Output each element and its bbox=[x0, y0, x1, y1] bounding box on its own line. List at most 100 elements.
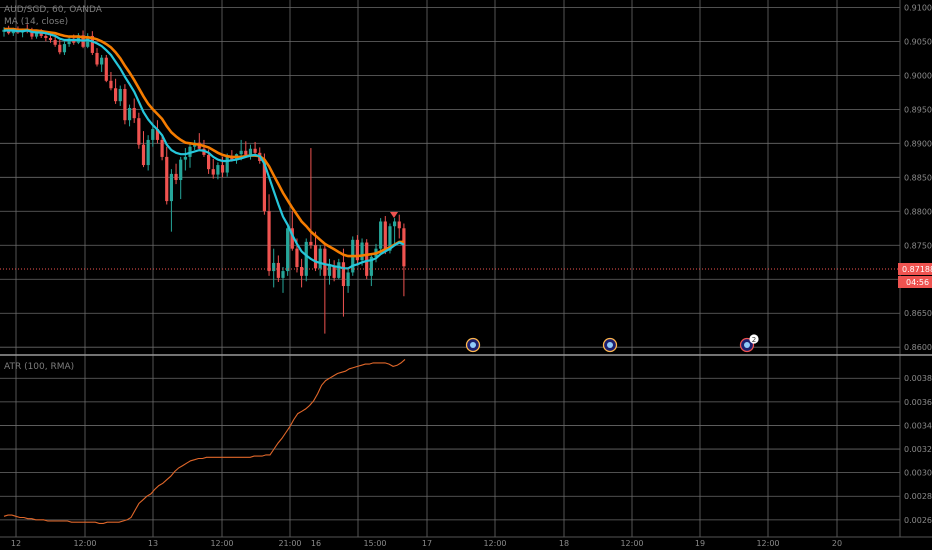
candle-body bbox=[281, 271, 285, 278]
candle-body bbox=[165, 156, 169, 202]
time-tick-label: 12:00 bbox=[210, 539, 233, 548]
candle-body bbox=[137, 118, 141, 145]
candle-body bbox=[230, 156, 234, 161]
candle-body bbox=[402, 228, 406, 267]
time-tick-label: 17 bbox=[422, 539, 432, 548]
candle-body bbox=[39, 32, 43, 36]
candle-body bbox=[127, 107, 132, 121]
economic-event-icon[interactable] bbox=[602, 337, 618, 353]
candle-body bbox=[397, 221, 401, 229]
candle-body bbox=[95, 52, 99, 65]
candle-body bbox=[67, 38, 71, 45]
candle-body bbox=[220, 165, 225, 173]
candle-body bbox=[146, 139, 150, 166]
time-tick-label: 19 bbox=[695, 539, 705, 548]
time-tick-label: 20 bbox=[832, 539, 842, 548]
time-axis[interactable]: 12 12:00 13 12:00 21:00 16 15:00 17 12:00 18 12:00… bbox=[11, 539, 842, 548]
candle-body bbox=[151, 129, 155, 140]
atr-legend[interactable]: ATR (100, RMA) bbox=[4, 362, 74, 372]
candle-body bbox=[318, 248, 322, 269]
time-tick-label: 13 bbox=[148, 539, 158, 548]
price-tag-countdown: 04:56 bbox=[906, 278, 929, 287]
time-tick-label: 18 bbox=[559, 539, 569, 548]
candle-body bbox=[309, 241, 313, 246]
candle-body bbox=[114, 88, 118, 102]
time-tick-label: 12:00 bbox=[620, 539, 643, 548]
candle-body bbox=[123, 88, 127, 121]
candle-body bbox=[100, 57, 104, 65]
candle-body bbox=[267, 211, 271, 272]
price-tag-value: 0.87188 bbox=[902, 265, 932, 274]
candle-body bbox=[360, 242, 364, 261]
candle-body bbox=[379, 221, 383, 249]
candle-body bbox=[30, 31, 34, 37]
candle-body bbox=[11, 30, 15, 34]
candle-body bbox=[104, 57, 108, 81]
time-tick-label: 12:00 bbox=[756, 539, 779, 548]
ma-fast-line bbox=[4, 29, 405, 270]
economic-event-icon[interactable]: 2 bbox=[739, 334, 759, 353]
price-tag: 0.87188 04:56 bbox=[898, 263, 932, 288]
candle-body bbox=[225, 156, 229, 173]
candle-body bbox=[244, 150, 248, 155]
candle-body bbox=[211, 169, 215, 175]
candle-body bbox=[295, 248, 299, 268]
candle-body bbox=[290, 228, 294, 249]
candle-body bbox=[179, 159, 183, 181]
candle-body bbox=[53, 40, 57, 45]
event-count-badge: 2 bbox=[752, 336, 756, 344]
candle-body bbox=[58, 44, 62, 53]
candle-body bbox=[355, 239, 359, 261]
candle-body bbox=[109, 80, 113, 89]
time-tick-label: 12 bbox=[11, 539, 21, 548]
candle-body bbox=[383, 221, 387, 251]
candle-body bbox=[332, 265, 336, 278]
time-tick-label: 21:00 bbox=[278, 539, 301, 548]
candle-body bbox=[300, 267, 304, 276]
economic-event-icon[interactable] bbox=[465, 337, 481, 353]
candle-body bbox=[393, 221, 397, 227]
candle-body bbox=[86, 35, 90, 47]
candle-body bbox=[160, 139, 164, 157]
candle-body bbox=[286, 228, 290, 272]
candle-body bbox=[262, 160, 266, 212]
symbol-title[interactable]: AUD/SGD, 60, OANDA bbox=[4, 5, 103, 15]
candle-body bbox=[174, 173, 178, 181]
ma-slow-line bbox=[4, 27, 404, 258]
candle-body bbox=[48, 37, 53, 41]
time-tick-label: 12:00 bbox=[73, 539, 96, 548]
candle-body bbox=[216, 165, 220, 175]
atr-line bbox=[3, 358, 406, 524]
candle-body bbox=[276, 262, 280, 278]
candle-body bbox=[272, 262, 276, 272]
candle-body bbox=[183, 156, 187, 160]
candle-body bbox=[365, 242, 369, 276]
ma-legend[interactable]: MA (14, close) bbox=[4, 17, 68, 27]
candle-body bbox=[118, 88, 122, 102]
candle-body bbox=[207, 154, 211, 170]
candle-body bbox=[34, 32, 39, 37]
candle-body bbox=[44, 35, 48, 38]
time-tick-label: 16 bbox=[311, 539, 321, 548]
candle-body bbox=[169, 173, 173, 202]
candle-body bbox=[369, 256, 373, 276]
candle-body bbox=[239, 150, 243, 155]
candle-body bbox=[62, 44, 67, 53]
candle-body bbox=[155, 129, 160, 140]
